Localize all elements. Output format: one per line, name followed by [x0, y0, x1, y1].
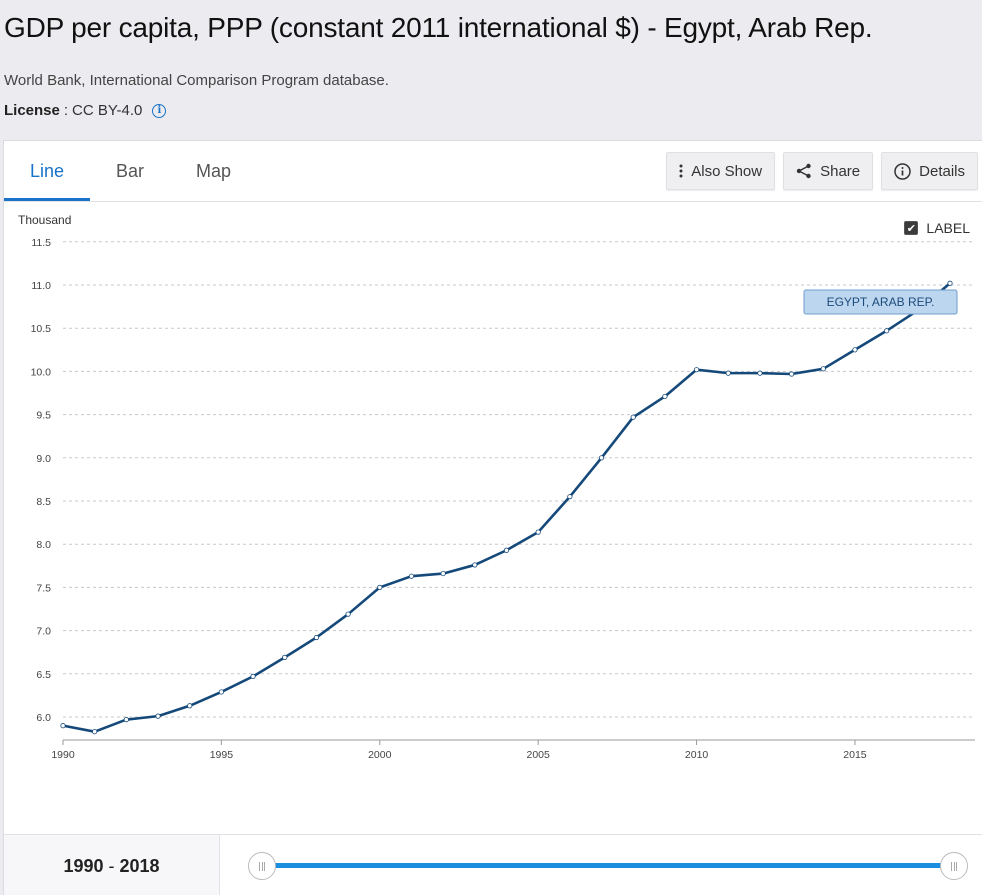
details-button[interactable]: Details — [881, 152, 978, 190]
tab-line[interactable]: Line — [4, 141, 91, 201]
data-point — [250, 673, 256, 679]
label-toggle[interactable]: ✔ LABEL — [904, 220, 970, 236]
data-point — [884, 328, 890, 334]
series-label-box — [803, 289, 958, 315]
data-point — [377, 584, 383, 590]
line-chart: Thousand 6.0 6.5 7.0 7.5 8.0 8.5 9.0 9.5 10.0 10.5… — [4, 202, 982, 832]
range-bar: 1990 - 2018 — [4, 834, 982, 895]
y-tick-label: 11.5 — [31, 237, 51, 249]
tab-map[interactable]: Map — [196, 160, 232, 181]
license-line: License : CC BY-4.0 i — [4, 102, 167, 119]
x-tick-label: 2015 — [843, 749, 867, 761]
also-show-label: Also Show — [691, 162, 763, 180]
y-tick-label: 7.0 — [36, 626, 51, 638]
data-point — [282, 654, 288, 660]
range-label: 1990 - 2018 — [4, 835, 220, 895]
y-tick-label: 9.0 — [36, 453, 51, 465]
share-icon — [796, 163, 811, 179]
source-text: World Bank, International Comparison Pro… — [4, 72, 389, 89]
data-point — [535, 529, 541, 535]
data-point — [630, 414, 636, 420]
grip-icon — [259, 861, 265, 871]
share-label: Share — [820, 162, 861, 180]
data-point — [567, 494, 573, 500]
x-tick-label: 2005 — [526, 749, 550, 761]
x-tick-label: 2010 — [685, 749, 709, 761]
info-circle-icon — [894, 162, 911, 180]
series-line — [62, 282, 951, 733]
y-tick-label: 6.5 — [36, 669, 51, 681]
data-point — [598, 455, 605, 461]
chart-panel: Line Bar Map Also Show Share Details Tho… — [3, 140, 982, 895]
grip-icon — [951, 861, 957, 871]
y-tick-label: 10.5 — [31, 323, 52, 335]
chart-toolbar: Also Show Share Details — [666, 152, 978, 190]
x-tick-label: 1995 — [210, 749, 234, 761]
series-label-text: EGYPT, ARAB REP. — [827, 295, 935, 309]
license-label: License — [4, 102, 60, 119]
data-point — [725, 370, 731, 376]
range-start: 1990 — [63, 855, 104, 876]
label-checkbox[interactable]: ✔ — [904, 221, 919, 235]
also-show-button[interactable]: Also Show — [666, 152, 776, 190]
details-label: Details — [919, 162, 965, 180]
view-tabs: Line Bar Map — [4, 141, 257, 201]
data-point — [313, 634, 320, 641]
data-point — [440, 570, 446, 577]
data-point — [947, 280, 953, 286]
slider-track — [262, 863, 954, 868]
license-separator: : — [63, 102, 69, 119]
x-tick-label: 1990 — [51, 749, 75, 761]
tab-bar[interactable]: Bar — [116, 160, 145, 181]
data-point — [218, 689, 224, 695]
data-point — [60, 723, 66, 729]
data-point — [503, 547, 510, 553]
slider-start-handle[interactable] — [248, 852, 276, 880]
data-point — [187, 703, 193, 709]
slider-end-handle[interactable] — [940, 852, 968, 880]
range-separator: - — [108, 855, 115, 876]
y-unit-label: Thousand — [18, 213, 71, 227]
y-tick-label: 11.0 — [31, 280, 51, 292]
range-end: 2018 — [119, 855, 160, 876]
data-point — [472, 562, 478, 568]
data-point — [345, 611, 351, 617]
license-value: CC BY-4.0 — [72, 102, 143, 119]
y-tick-label: 9.5 — [36, 410, 51, 422]
vertical-dots-icon — [679, 164, 683, 178]
data-point — [852, 347, 858, 353]
data-point — [820, 366, 826, 372]
x-tick-label: 2000 — [368, 749, 392, 761]
chart-svg: Thousand 6.0 6.5 7.0 7.5 8.0 8.5 9.0 9.5 10.0 10.5… — [18, 213, 975, 761]
data-point — [662, 393, 668, 400]
share-button[interactable]: Share — [783, 152, 874, 190]
data-point — [789, 371, 795, 377]
y-tick-label: 8.0 — [36, 539, 51, 551]
data-point — [757, 370, 763, 376]
data-point — [123, 716, 129, 723]
year-range-slider[interactable] — [248, 852, 968, 880]
data-point — [693, 367, 700, 373]
y-tick-label: 10.0 — [31, 366, 52, 378]
data-point — [155, 713, 161, 719]
data-point — [92, 729, 98, 735]
label-toggle-text: LABEL — [926, 220, 970, 236]
data-point — [408, 573, 415, 579]
tab-divider — [4, 201, 982, 202]
page-title: GDP per capita, PPP (constant 2011 inter… — [4, 12, 873, 43]
y-tick-label: 8.5 — [36, 496, 51, 508]
y-tick-label: 7.5 — [36, 582, 51, 594]
y-tick-label: 6.0 — [36, 712, 51, 724]
info-icon[interactable]: i — [152, 103, 167, 118]
